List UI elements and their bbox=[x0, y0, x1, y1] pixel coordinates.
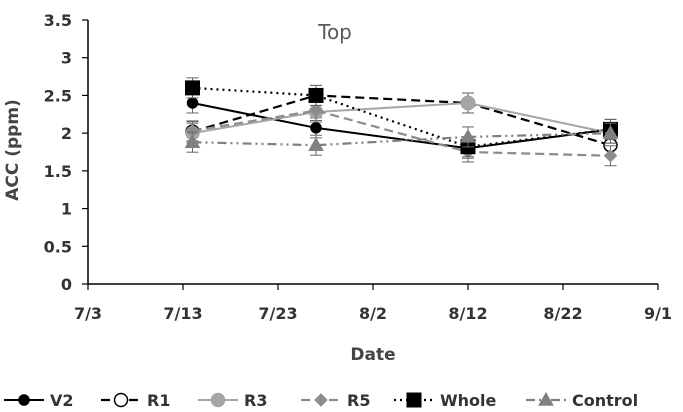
y-tick-label: 0.5 bbox=[44, 237, 72, 256]
data-point-control bbox=[460, 128, 476, 143]
legend-label-control: Control bbox=[572, 391, 638, 410]
data-point-whole bbox=[308, 87, 324, 103]
data-point-control bbox=[602, 125, 619, 139]
data-point-r3 bbox=[460, 95, 476, 111]
y-axis-title: ACC (ppm) bbox=[3, 99, 23, 201]
legend-label-v2: V2 bbox=[50, 391, 74, 410]
data-point-r5 bbox=[309, 103, 323, 118]
chart-title: Top bbox=[317, 20, 352, 44]
legend-marker-r1 bbox=[113, 392, 129, 408]
x-tick-label: 8/2 bbox=[359, 304, 387, 323]
data-point-v2 bbox=[186, 97, 199, 109]
data-point-v2 bbox=[310, 122, 322, 134]
legend-marker-v2 bbox=[18, 394, 30, 406]
y-tick-label: 1.5 bbox=[44, 162, 72, 181]
series-line-r1 bbox=[192, 94, 611, 147]
x-tick-label: 9/1 bbox=[644, 304, 672, 323]
legend-marker-r5 bbox=[314, 393, 328, 407]
series-line-v2 bbox=[192, 101, 611, 150]
legend-label-r1: R1 bbox=[147, 391, 170, 410]
series-line-r5 bbox=[192, 109, 611, 157]
x-tick-label: 7/3 bbox=[74, 304, 102, 323]
x-tick-label: 7/13 bbox=[163, 304, 202, 323]
series-line-r3 bbox=[192, 101, 611, 135]
data-point-control bbox=[184, 134, 201, 148]
x-tick-label: 7/23 bbox=[258, 304, 297, 323]
x-tick-label: 8/12 bbox=[448, 304, 487, 323]
y-tick-label: 1 bbox=[61, 200, 72, 219]
legend-label-r5: R5 bbox=[347, 391, 370, 410]
data-point-control bbox=[308, 137, 324, 151]
y-tick-label: 2.5 bbox=[44, 86, 72, 105]
x-axis-title: Date bbox=[350, 345, 395, 365]
legend-marker-whole bbox=[406, 392, 422, 408]
y-tick-label: 3.5 bbox=[44, 11, 72, 30]
x-tick-label: 8/22 bbox=[543, 304, 582, 323]
y-tick-label: 0 bbox=[61, 275, 72, 294]
legend-marker-r3 bbox=[210, 392, 226, 408]
data-point-r5 bbox=[603, 149, 618, 163]
y-tick-label: 2 bbox=[61, 124, 72, 143]
data-point-whole bbox=[185, 80, 200, 96]
legend-marker-control bbox=[538, 391, 554, 406]
legend-label-whole: Whole bbox=[440, 391, 497, 410]
y-tick-label: 3 bbox=[61, 49, 72, 68]
series-line-whole bbox=[192, 86, 611, 148]
legend-label-r3: R3 bbox=[244, 391, 267, 410]
